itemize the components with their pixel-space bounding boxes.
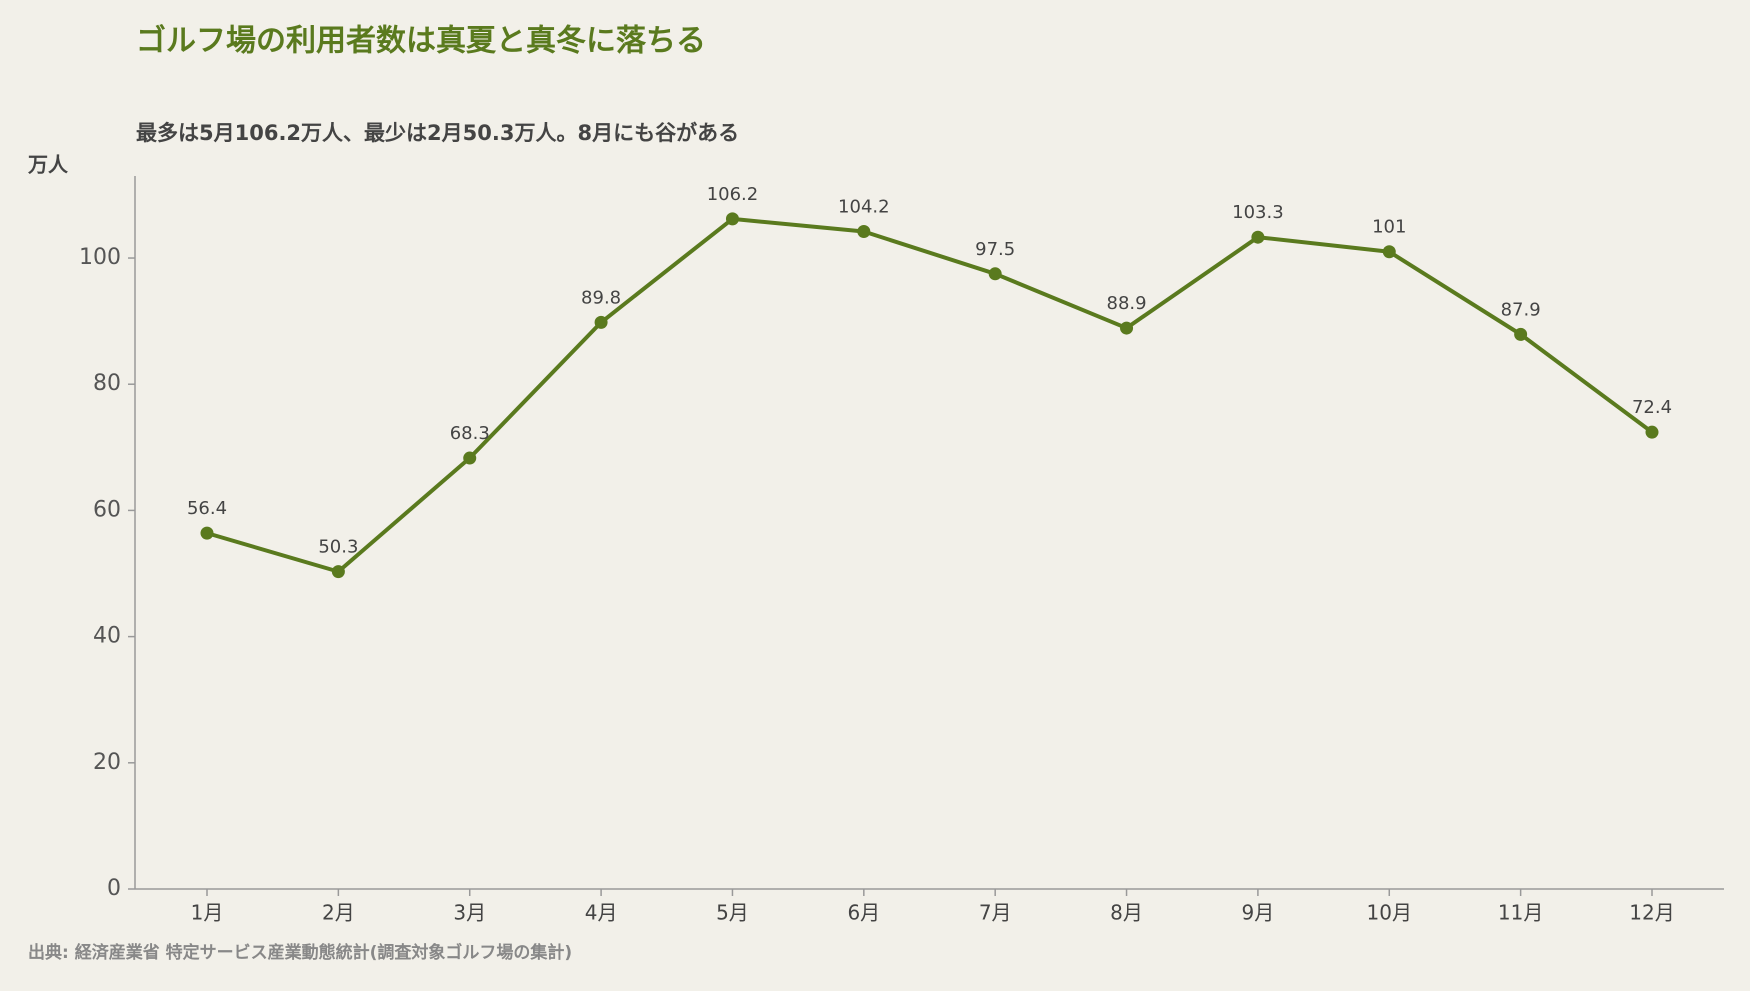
x-tick-label: 10月 (1367, 901, 1412, 925)
data-point (988, 267, 1002, 281)
data-point (1645, 425, 1659, 439)
value-label: 97.5 (975, 239, 1015, 260)
data-point (1120, 321, 1134, 335)
x-tick-label: 7月 (979, 901, 1012, 925)
value-label: 106.2 (707, 184, 759, 205)
y-tick-label: 0 (107, 876, 121, 901)
data-point (1514, 327, 1528, 341)
x-tick-label: 4月 (585, 901, 618, 925)
value-label: 68.3 (450, 423, 490, 444)
chart-title: ゴルフ場の利用者数は真夏と真冬に落ちる (136, 24, 706, 59)
y-axis-label: 万人 (27, 153, 69, 177)
data-point (1251, 230, 1265, 244)
line-series (206, 216, 1654, 574)
value-label: 89.8 (581, 287, 621, 308)
data-point (857, 225, 871, 239)
data-point (594, 315, 608, 329)
x-tick-label: 1月 (191, 901, 224, 925)
y-tick-label: 20 (93, 750, 121, 775)
data-point (331, 565, 345, 579)
data-point (725, 212, 739, 226)
value-label: 87.9 (1501, 299, 1541, 320)
data-point (463, 451, 477, 465)
value-label: 56.4 (187, 498, 227, 519)
data-point (200, 526, 214, 540)
y-tick-label: 60 (93, 497, 121, 522)
x-tick-label: 6月 (847, 901, 880, 925)
x-tick-label: 2月 (322, 901, 355, 925)
source-note: 出典: 経済産業省 特定サービス産業動態統計(調査対象ゴルフ場の集計) (28, 942, 572, 963)
value-label: 88.9 (1107, 293, 1147, 314)
x-tick-label: 5月 (716, 901, 749, 925)
y-tick-label: 80 (93, 371, 121, 396)
data-point (1382, 245, 1396, 259)
x-tick-label: 12月 (1629, 901, 1674, 925)
x-tick-label: 9月 (1242, 901, 1275, 925)
value-label: 103.3 (1232, 202, 1284, 223)
chart-subtitle: 最多は5月106.2万人、最少は2月50.3万人。8月にも谷がある (136, 121, 739, 145)
value-label: 72.4 (1632, 397, 1672, 418)
value-label: 104.2 (838, 197, 890, 218)
x-tick-label: 11月 (1498, 901, 1543, 925)
y-tick-label: 40 (93, 624, 121, 649)
x-tick-label: 8月 (1110, 901, 1143, 925)
value-label: 101 (1372, 217, 1406, 238)
x-tick-label: 3月 (453, 901, 486, 925)
value-label: 50.3 (318, 537, 358, 558)
y-tick-label: 100 (79, 245, 121, 270)
